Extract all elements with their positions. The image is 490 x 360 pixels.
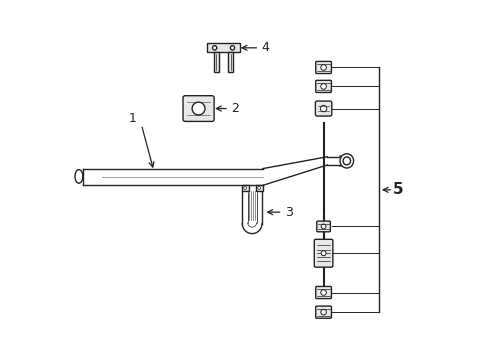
- Ellipse shape: [340, 154, 354, 168]
- FancyBboxPatch shape: [314, 239, 333, 267]
- FancyBboxPatch shape: [316, 287, 331, 298]
- FancyBboxPatch shape: [183, 96, 214, 121]
- Text: 3: 3: [285, 206, 293, 219]
- Circle shape: [321, 224, 326, 229]
- Bar: [207, 43, 240, 52]
- Ellipse shape: [343, 157, 350, 165]
- Circle shape: [320, 105, 327, 112]
- FancyBboxPatch shape: [316, 101, 332, 116]
- Bar: [242, 185, 249, 191]
- FancyBboxPatch shape: [317, 221, 330, 232]
- FancyBboxPatch shape: [316, 80, 331, 93]
- Circle shape: [321, 290, 326, 295]
- Text: 5: 5: [393, 182, 404, 197]
- Circle shape: [230, 46, 235, 50]
- Bar: [256, 185, 263, 191]
- Ellipse shape: [75, 170, 83, 183]
- Circle shape: [258, 186, 261, 189]
- FancyBboxPatch shape: [316, 306, 331, 318]
- Circle shape: [244, 186, 246, 189]
- Circle shape: [321, 251, 326, 256]
- Circle shape: [213, 46, 217, 50]
- Circle shape: [321, 84, 326, 89]
- FancyBboxPatch shape: [316, 62, 331, 73]
- Bar: [228, 52, 233, 72]
- Circle shape: [321, 309, 326, 315]
- Bar: [214, 52, 220, 72]
- Circle shape: [321, 65, 326, 70]
- Text: 1: 1: [128, 112, 136, 125]
- Text: 2: 2: [231, 102, 239, 115]
- Circle shape: [192, 102, 205, 115]
- Text: 4: 4: [262, 41, 270, 54]
